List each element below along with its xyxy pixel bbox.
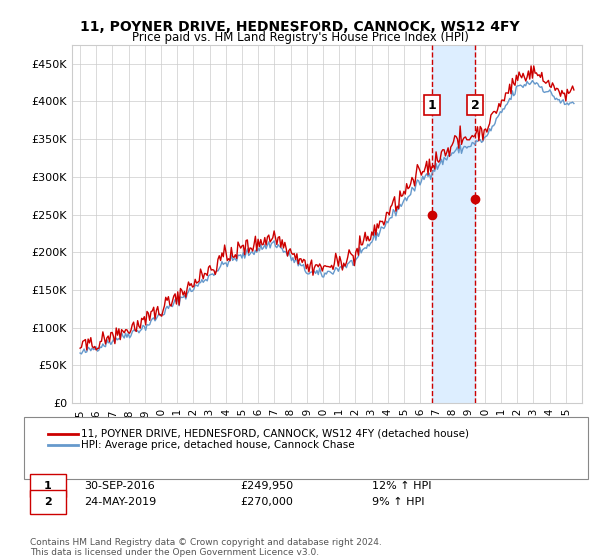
Text: Price paid vs. HM Land Registry's House Price Index (HPI): Price paid vs. HM Land Registry's House …	[131, 31, 469, 44]
Text: £270,000: £270,000	[240, 497, 293, 507]
Text: 9% ↑ HPI: 9% ↑ HPI	[372, 497, 425, 507]
Text: 11, POYNER DRIVE, HEDNESFORD, CANNOCK, WS12 4FY (detached house): 11, POYNER DRIVE, HEDNESFORD, CANNOCK, W…	[81, 429, 469, 439]
Text: Contains HM Land Registry data © Crown copyright and database right 2024.
This d: Contains HM Land Registry data © Crown c…	[30, 538, 382, 557]
Text: 11, POYNER DRIVE, HEDNESFORD, CANNOCK, WS12 4FY: 11, POYNER DRIVE, HEDNESFORD, CANNOCK, W…	[80, 20, 520, 34]
Text: 1: 1	[44, 480, 52, 491]
Bar	[432, 45, 475, 403]
Text: £249,950: £249,950	[240, 480, 293, 491]
Text: 30-SEP-2016: 30-SEP-2016	[84, 480, 155, 491]
Text: 2: 2	[44, 497, 52, 507]
Text: 24-MAY-2019: 24-MAY-2019	[84, 497, 156, 507]
Text: 1: 1	[428, 99, 437, 111]
Text: HPI: Average price, detached house, Cannock Chase: HPI: Average price, detached house, Cann…	[81, 440, 355, 450]
Text: 12% ↑ HPI: 12% ↑ HPI	[372, 480, 431, 491]
Text: 2: 2	[471, 99, 479, 111]
